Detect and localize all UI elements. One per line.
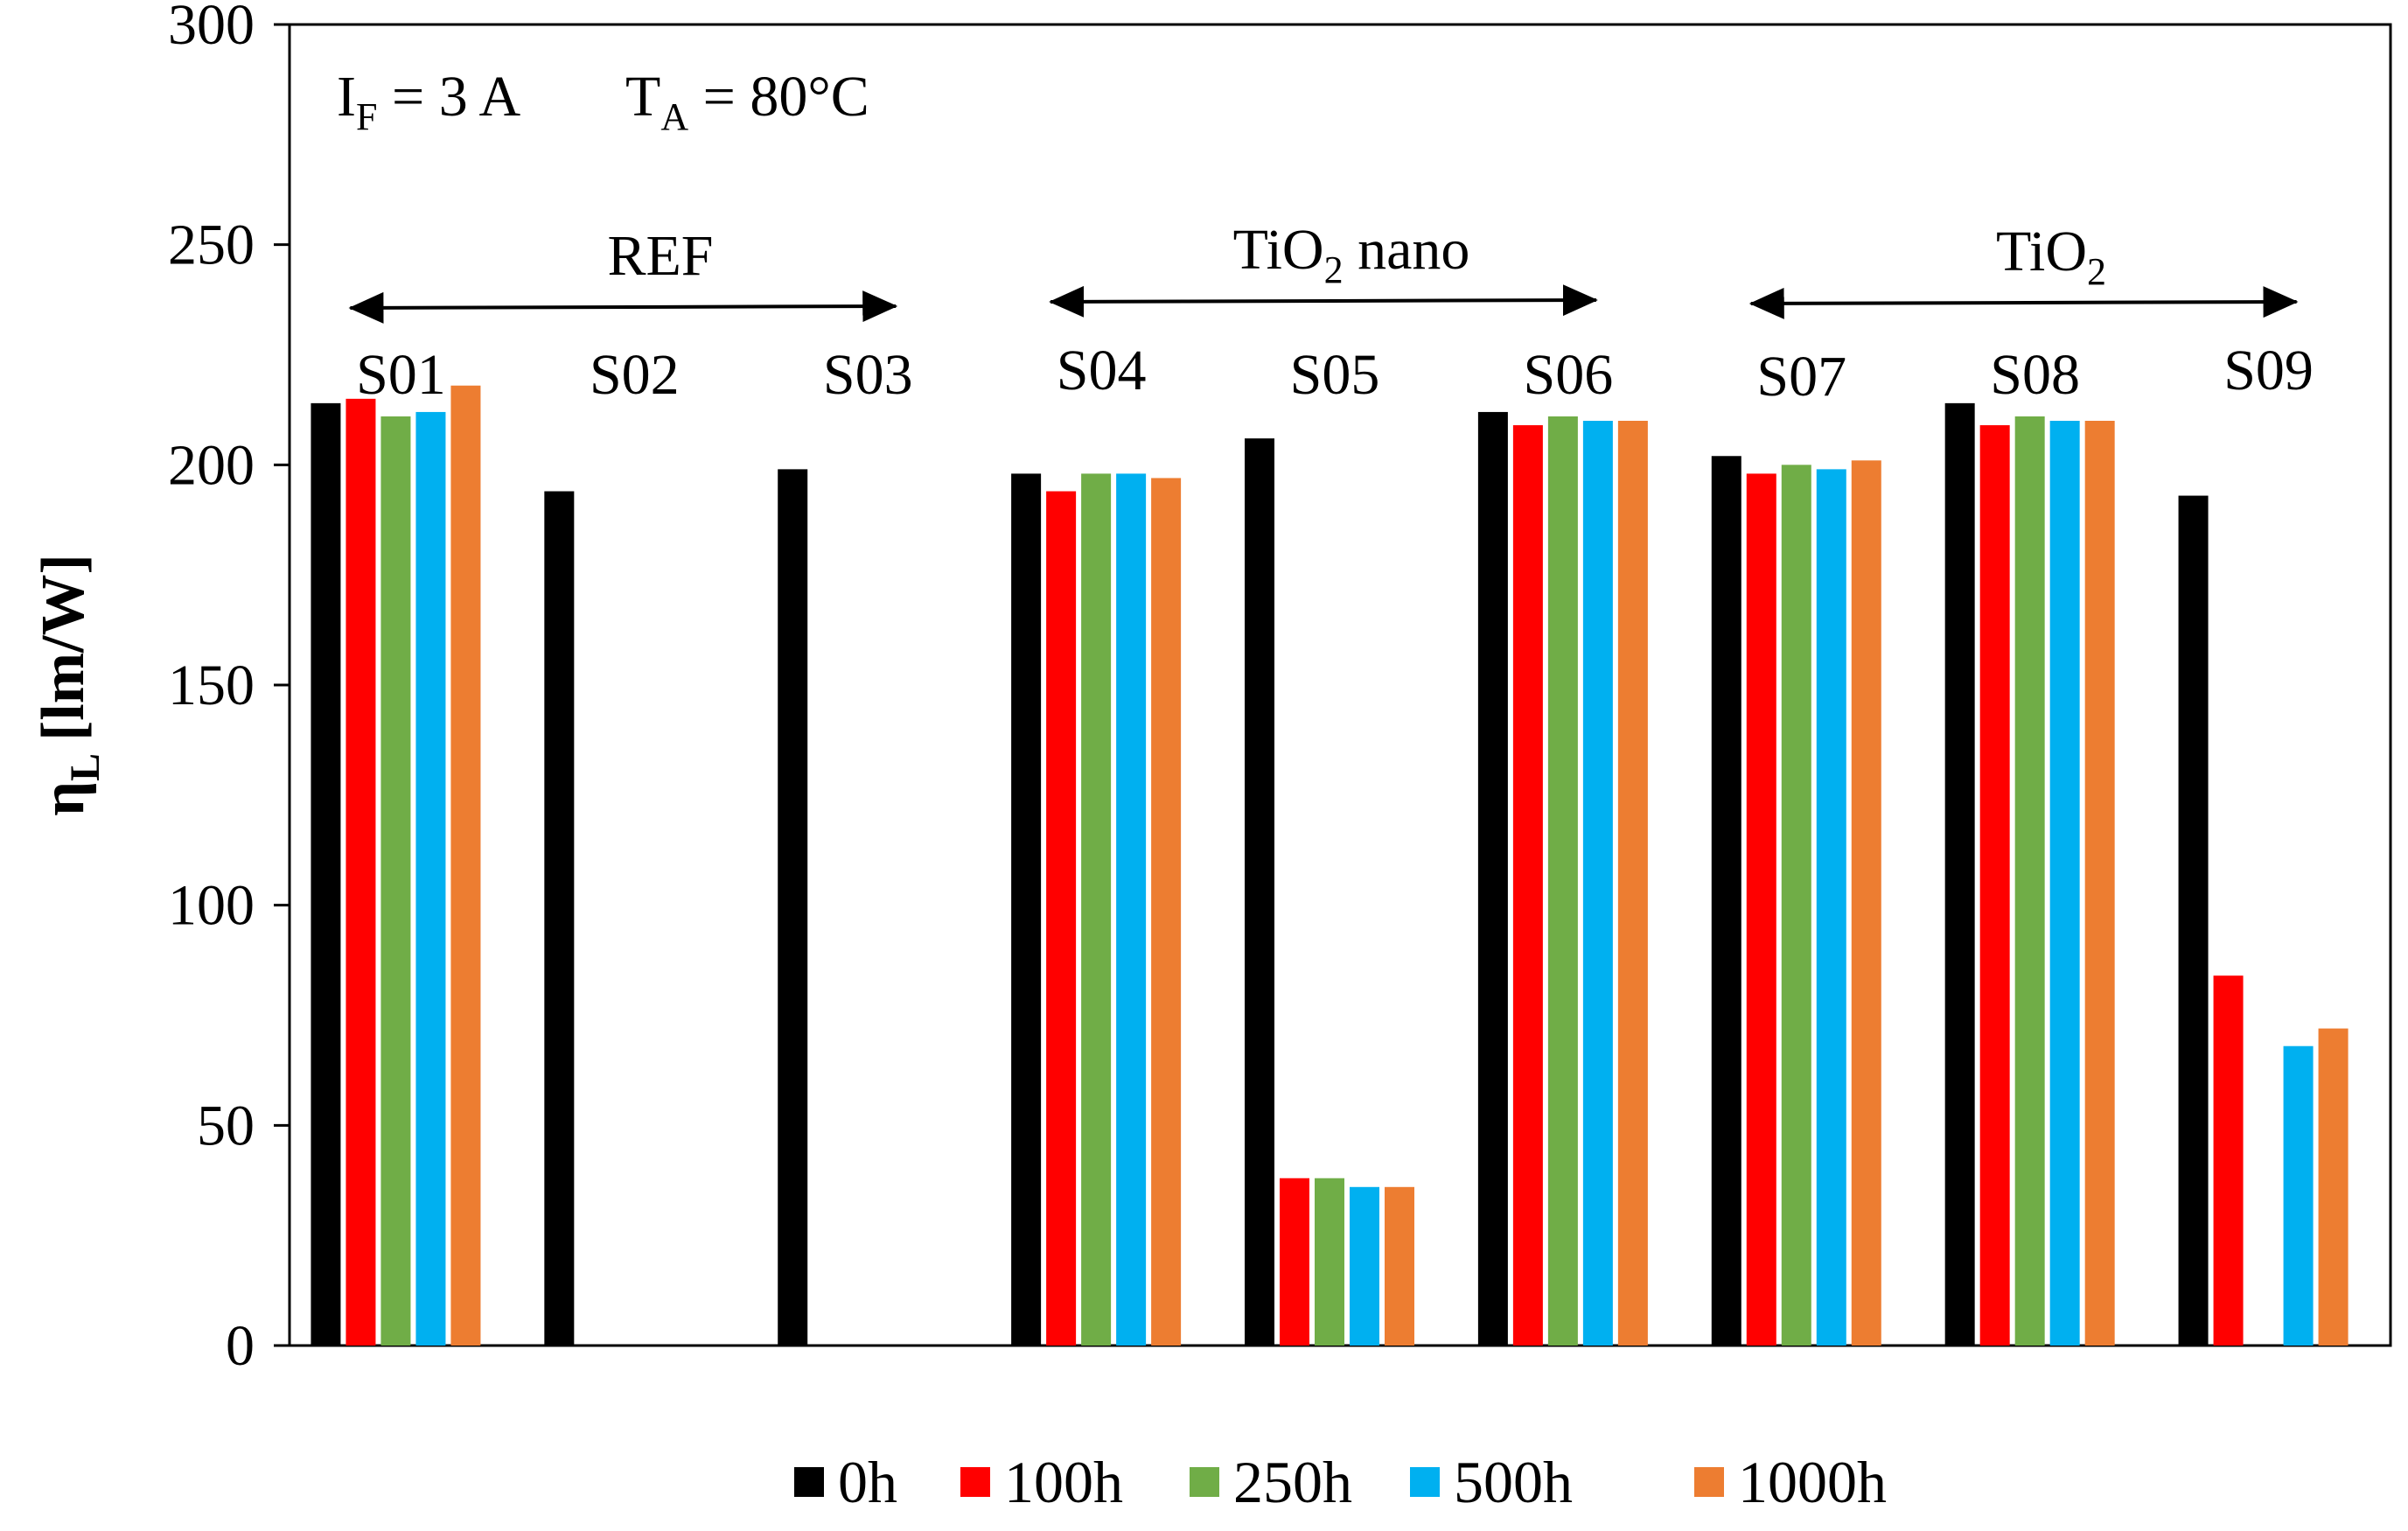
bar-s01-500h [415, 411, 446, 1346]
y-tick-label: 300 [168, 0, 255, 57]
legend-swatch [794, 1467, 824, 1497]
bar-s09-100h [2213, 975, 2244, 1346]
sample-label-s09: S09 [2223, 339, 2314, 402]
bar-s01-1000h [450, 385, 481, 1346]
bar-s07-1000h [1851, 460, 1881, 1346]
sample-label-s06: S06 [1524, 343, 1614, 407]
sample-label-s07: S07 [1756, 345, 1846, 409]
y-tick-label: 150 [168, 654, 255, 717]
bar-s06-100h [1512, 425, 1543, 1346]
bar-s01-0h [311, 402, 341, 1346]
legend-item-500h: 500h [1410, 1449, 1573, 1515]
group-arrow [348, 290, 898, 324]
group-label: TiO2 [1996, 220, 2106, 293]
condition-temperature: TA = 80°C [625, 65, 869, 138]
legend-item-100h: 100h [960, 1449, 1123, 1515]
bar-s04-0h [1011, 473, 1042, 1346]
bar-s04-1000h [1151, 478, 1182, 1346]
bar-s01-250h [380, 416, 411, 1346]
legend: 0h 100h 250h 500h 1000h [794, 1449, 1887, 1515]
group-brackets: REF TiO2 nano TiO2 [348, 218, 2299, 324]
sample-label-s08: S08 [1990, 343, 2080, 407]
legend-swatch [1694, 1467, 1724, 1497]
bar-s05-0h [1245, 438, 1274, 1346]
bar-s05-1000h [1385, 1186, 1414, 1346]
bars [311, 385, 2349, 1346]
bar-s07-250h [1781, 465, 1811, 1346]
bar-s05-500h [1350, 1186, 1379, 1346]
group-label-sub: 2 [2087, 250, 2106, 293]
group-label-main: TiO [1233, 218, 1324, 282]
group-1: REF [348, 224, 898, 324]
group-label-main: TiO [1996, 220, 2087, 283]
sample-label-s05: S05 [1290, 343, 1380, 407]
bar-s06-0h [1477, 411, 1508, 1346]
sample-labels: S01 S02 S03 S04 S05 S06 S07 S08 S09 [356, 339, 2314, 409]
legend-label: 0h [838, 1449, 897, 1515]
group-label-main: REF [607, 224, 713, 288]
bar-s08-1000h [2084, 421, 2115, 1346]
group-3: TiO2 [1748, 220, 2299, 319]
bar-s06-500h [1582, 421, 1613, 1346]
bar-s05-250h [1315, 1178, 1344, 1346]
sample-label-s03: S03 [823, 343, 913, 407]
bar-s05-100h [1280, 1178, 1309, 1346]
group-2: TiO2 nano [1049, 218, 1598, 318]
bar-s02-0h [544, 491, 575, 1346]
sample-label-s04: S04 [1057, 339, 1147, 402]
bar-s04-100h [1046, 491, 1077, 1346]
bar-s06-250h [1547, 416, 1578, 1346]
sample-label-s02: S02 [590, 343, 680, 407]
legend-item-0h: 0h [794, 1449, 897, 1515]
y-tick-label: 250 [168, 213, 255, 277]
y-tick-label: 200 [168, 433, 255, 497]
bar-s09-0h [2178, 495, 2209, 1346]
group-label: TiO2 nano [1233, 218, 1470, 291]
legend-swatch [960, 1467, 990, 1497]
group-arrow [1748, 286, 2299, 319]
legend-swatch [1410, 1467, 1440, 1497]
group-label-suffix: nano [1344, 218, 1470, 282]
bar-s01-100h [345, 398, 376, 1346]
bar-s07-100h [1746, 473, 1776, 1346]
bar-s08-500h [2049, 421, 2080, 1346]
bar-s07-500h [1816, 469, 1846, 1346]
y-tick-label: 0 [226, 1314, 255, 1378]
legend-label: 500h [1454, 1449, 1573, 1515]
bar-s08-0h [1944, 402, 1975, 1346]
legend-label: 100h [1004, 1449, 1123, 1515]
group-label: REF [607, 224, 713, 288]
y-tick-label: 50 [197, 1094, 255, 1157]
bar-s07-0h [1711, 456, 1741, 1346]
y-tick-label: 100 [168, 874, 255, 938]
group-arrow [1049, 284, 1598, 318]
legend-item-1000h: 1000h [1694, 1449, 1887, 1515]
y-axis-ticks: 0 50 100 150 200 250 300 [168, 0, 290, 1378]
bar-s03-0h [778, 469, 808, 1346]
group-label-sub: 2 [1324, 248, 1344, 291]
bar-s04-250h [1081, 473, 1112, 1346]
bar-s09-1000h [2318, 1028, 2349, 1346]
bar-s08-100h [1979, 425, 2010, 1346]
legend-swatch [1190, 1467, 1219, 1497]
condition-current: IF = 3 A [337, 65, 521, 138]
bar-s06-1000h [1617, 421, 1648, 1346]
bar-s08-250h [2014, 416, 2045, 1346]
bar-s04-500h [1116, 473, 1147, 1346]
legend-label: 1000h [1738, 1449, 1887, 1515]
legend-item-250h: 250h [1190, 1449, 1352, 1515]
sample-label-s01: S01 [356, 343, 446, 407]
y-axis-label: ηL[lm/W] [30, 554, 108, 816]
bar-s09-500h [2283, 1045, 2314, 1346]
legend-label: 250h [1233, 1449, 1352, 1515]
